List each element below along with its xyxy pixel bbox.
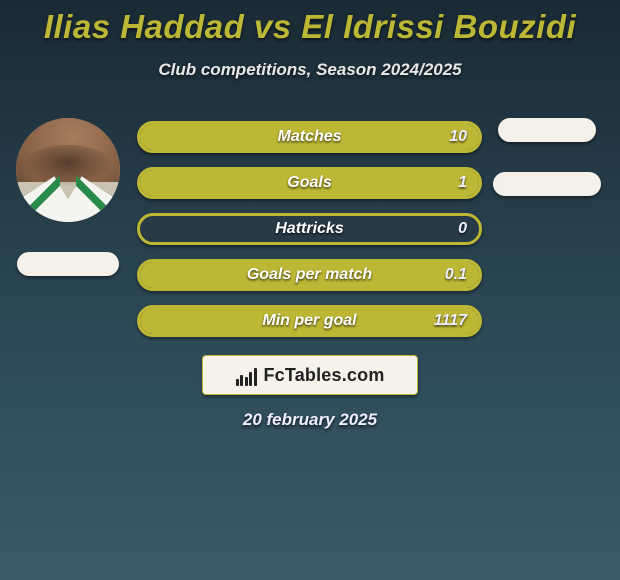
stat-value: 1 [458,170,467,196]
stat-row-hattricks: Hattricks 0 [137,213,482,245]
stat-row-matches: Matches 10 [137,121,482,153]
right-player-pill-2 [493,172,601,196]
stat-label: Matches [140,124,479,150]
page-title: Ilias Haddad vs El Idrissi Bouzidi [0,0,620,46]
stats-table: Matches 10 Goals 1 Hattricks 0 Goals per… [137,121,482,337]
stat-label: Goals [140,170,479,196]
left-player-avatar [16,118,120,222]
date-label: 20 february 2025 [0,410,620,430]
stat-row-goals-per-match: Goals per match 0.1 [137,259,482,291]
stat-value: 0.1 [445,262,467,288]
logo-box: FcTables.com [202,355,418,395]
bar-chart-icon [235,364,257,386]
right-player-column [488,118,606,196]
right-player-pill-1 [498,118,596,142]
stat-value: 0 [458,216,467,242]
stat-label: Hattricks [140,216,479,242]
left-player-pill [17,252,119,276]
left-player-column [9,118,127,276]
stat-label: Min per goal [140,308,479,334]
page-subtitle: Club competitions, Season 2024/2025 [0,60,620,80]
stat-label: Goals per match [140,262,479,288]
stat-row-min-per-goal: Min per goal 1117 [137,305,482,337]
stat-row-goals: Goals 1 [137,167,482,199]
logo-text: FcTables.com [263,365,384,386]
stat-value: 10 [449,124,467,150]
stat-value: 1117 [434,308,467,334]
